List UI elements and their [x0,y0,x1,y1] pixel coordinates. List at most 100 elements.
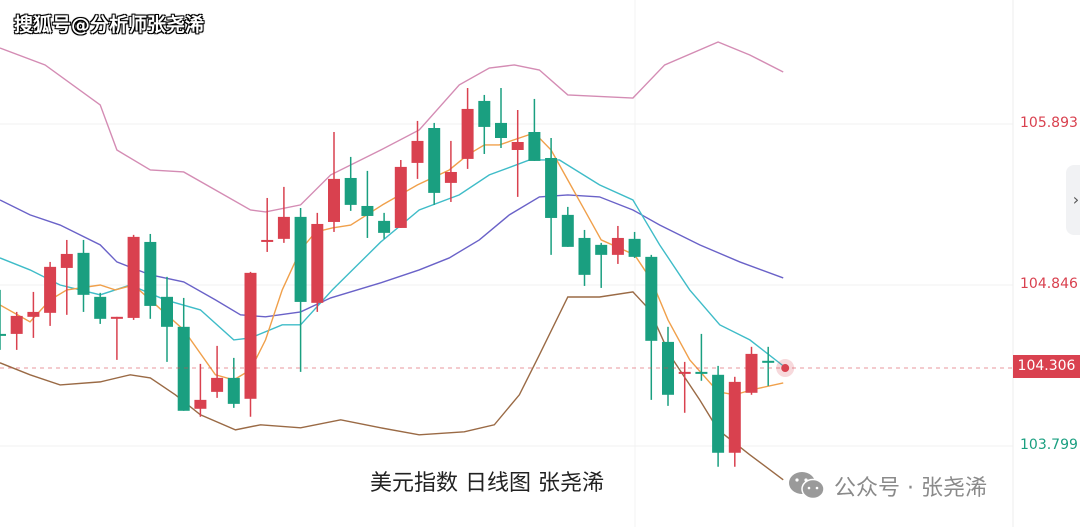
candle-body [444,171,457,183]
candle [328,131,340,232]
candle [94,292,107,324]
indicator-lines [0,41,784,481]
candle [27,291,40,338]
candle-body [161,296,173,327]
candle-body [344,177,357,205]
candle [461,88,474,169]
candle-body [227,377,240,404]
last-price-tag: 104.306 [1013,355,1080,378]
candle-body [511,141,524,150]
candle-body [261,239,274,242]
candle [10,311,23,350]
candle-body [211,377,224,392]
candle-body [628,238,641,257]
candle-body [94,296,107,319]
candle [261,197,274,252]
candle [194,363,207,417]
candle [478,94,491,154]
candle [428,122,441,205]
candle-body [528,131,541,161]
candle [44,261,57,326]
candle-body [27,311,40,317]
candle [361,170,374,238]
candle-body [177,326,190,411]
account-name: 公众号 · 张尧浠 [834,476,987,501]
candle [528,98,541,161]
candle [712,365,725,467]
candle [244,271,257,417]
candle [495,88,507,148]
candle [762,346,775,386]
candle-body [428,127,441,193]
candle-body [611,237,624,255]
candle-body [695,371,708,374]
candle [77,239,90,312]
candle-body [378,220,391,233]
watermark: 搜狐号@分析师张尧浠 [14,14,205,36]
candle [628,231,641,258]
account-footer: 公众号 · 张尧浠 [788,470,987,502]
candle-body [77,252,90,295]
candle [595,242,608,288]
candle-body [328,178,340,222]
candle-body [561,214,574,247]
line-boll-upper [0,41,784,213]
candle-body [678,371,691,374]
candle-body [728,381,741,453]
candle-body [194,399,207,409]
line-ma20 [0,194,784,318]
candle [578,229,591,286]
candle [645,254,658,400]
candle [678,361,691,413]
chart-caption: 美元指数 日线图 张尧浠 [370,471,604,496]
chevron-right-icon: › [1072,190,1080,209]
candle-body [127,236,140,318]
candle-body [762,360,775,363]
candle [144,233,157,319]
candle [227,357,240,408]
candle [177,297,190,411]
candle-body [10,315,23,334]
candle [394,159,407,228]
candle-body [60,253,73,268]
candle-body [311,223,324,303]
candle-body [578,237,591,275]
candle-body [478,100,491,127]
candle [344,156,357,211]
candle-body [645,256,658,341]
candle [211,345,224,398]
candle-body [411,140,424,163]
y-tick-label: 103.799 [1020,437,1078,453]
candle [378,212,391,239]
candle [127,234,140,320]
candle [611,225,624,264]
candle-body [545,157,558,218]
candle-body [361,205,374,216]
candle [110,316,123,360]
candle-body [244,272,257,399]
candle [728,376,741,467]
collapse-panel-button[interactable]: › [1066,165,1080,235]
candle-body [712,374,725,453]
candle [695,333,708,381]
candle [161,276,173,362]
y-tick-label: 104.846 [1020,276,1078,292]
candle-body [595,244,608,255]
last-price-dot [781,364,790,373]
candle [411,120,424,179]
candle [60,239,73,315]
candle [561,206,574,247]
candle [662,326,674,406]
candle [745,346,758,395]
candle-body [144,241,157,306]
candle [294,207,307,372]
candle [277,186,290,243]
line-boll-lower [0,291,784,481]
candle [444,140,457,202]
candle-body [294,216,307,302]
y-tick-label: 105.893 [1020,115,1078,131]
candle [511,110,524,197]
candle-body [44,266,57,313]
candles [0,88,775,467]
